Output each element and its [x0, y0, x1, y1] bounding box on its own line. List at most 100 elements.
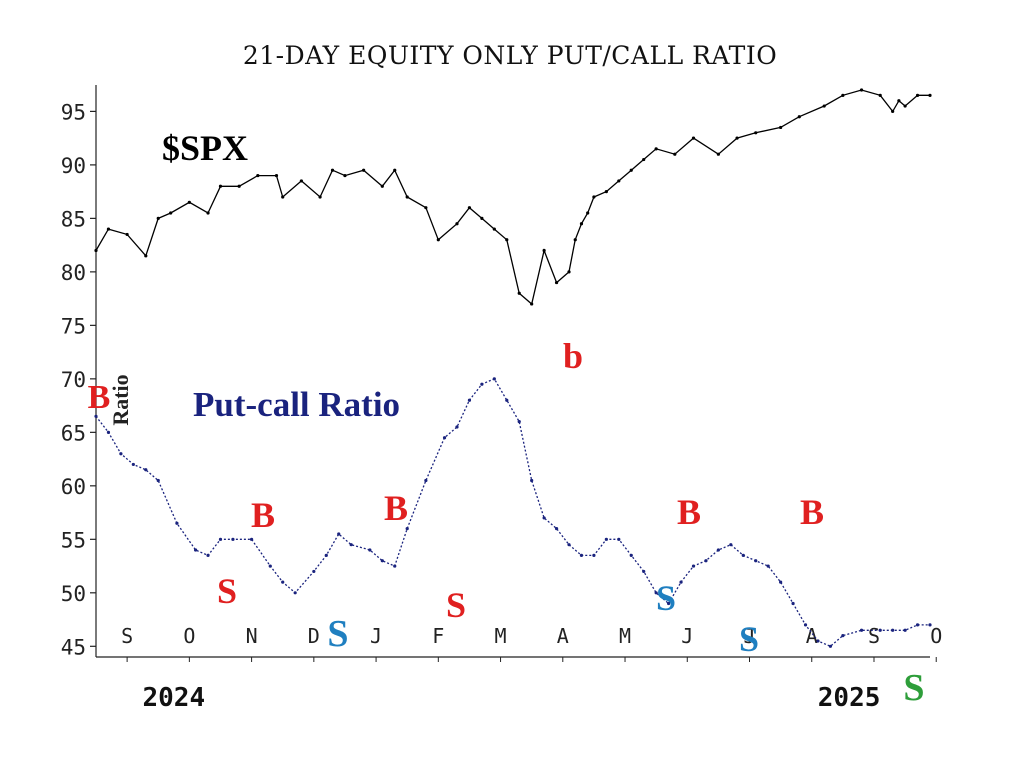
putcall-series-line — [95, 377, 930, 648]
spx-point — [187, 200, 191, 204]
putcall-point — [828, 644, 833, 648]
spx-point — [156, 216, 160, 220]
putcall-point — [915, 623, 920, 627]
putcall-point — [928, 623, 932, 627]
putcall-point — [779, 580, 783, 584]
signal-B: B — [800, 492, 824, 532]
month-label: D — [308, 624, 320, 648]
spx-point — [779, 125, 783, 130]
putcall-point — [604, 537, 608, 541]
putcall-point — [766, 564, 770, 568]
spx-point — [343, 173, 347, 178]
putcall-point — [741, 553, 745, 557]
spx-point — [928, 93, 932, 97]
signal-S: S — [903, 667, 924, 709]
series-layer — [94, 88, 932, 648]
spx-point — [554, 280, 559, 285]
putcall-point — [816, 639, 820, 643]
month-label: J — [370, 624, 382, 648]
putcall-point — [175, 521, 179, 525]
putcall-point — [144, 468, 148, 472]
y-tick-label: 90 — [61, 154, 86, 178]
putcall-point — [480, 382, 484, 386]
putcall-point — [517, 420, 521, 424]
spx-point — [480, 216, 484, 220]
month-label: F — [432, 624, 444, 648]
putcall-point — [891, 628, 895, 632]
signal-S: S — [656, 578, 676, 618]
spx-point — [629, 168, 633, 172]
signal-S: S — [327, 613, 348, 655]
putcall-point — [554, 527, 559, 531]
spx-point — [567, 270, 571, 274]
putcall-point — [530, 478, 534, 483]
putcall-point — [754, 559, 758, 563]
putcall-point — [654, 591, 658, 595]
spx-point — [144, 254, 148, 258]
spx-point — [492, 227, 496, 231]
putcall-series-label: Put-call Ratio — [193, 385, 400, 424]
spx-point — [891, 109, 895, 113]
spx-point — [256, 173, 260, 178]
putcall-point — [119, 452, 123, 456]
putcall-point — [368, 548, 372, 552]
spx-point — [841, 93, 845, 97]
putcall-point — [193, 548, 198, 552]
y-tick-label: 75 — [61, 314, 86, 338]
signal-B: B — [251, 495, 275, 535]
spx-point — [237, 184, 241, 188]
y-axis-label: Ratio — [108, 374, 133, 425]
putcall-point — [206, 553, 210, 557]
putcall-point — [492, 377, 496, 381]
putcall-point — [542, 516, 546, 520]
putcall-point — [281, 580, 285, 584]
spx-point — [903, 104, 907, 108]
spx-point — [125, 232, 129, 237]
spx-point — [505, 238, 509, 242]
putcall-point — [106, 430, 111, 434]
spx-point — [455, 222, 459, 226]
month-label: J — [681, 624, 693, 648]
spx-point — [405, 195, 409, 199]
putcall-point — [337, 532, 341, 536]
spx-point — [754, 131, 758, 135]
putcall-point — [592, 553, 596, 557]
month-label: O — [183, 624, 195, 648]
spx-point — [592, 195, 596, 199]
chart-title: 21-DAY EQUITY ONLY PUT/CALL RATIO — [243, 41, 777, 70]
month-label: N — [246, 624, 258, 648]
putcall-point — [666, 601, 671, 606]
spx-point — [106, 227, 111, 231]
spx-point — [735, 136, 739, 140]
putcall-point — [380, 559, 384, 563]
spx-series-line — [95, 89, 930, 306]
signal-b: b — [563, 336, 583, 376]
putcall-point — [903, 628, 907, 632]
signal-B: B — [88, 379, 111, 416]
spx-point — [530, 302, 534, 306]
spx-point — [169, 211, 173, 215]
spx-point — [654, 147, 658, 151]
month-label: S — [121, 624, 133, 648]
spx-point — [859, 88, 864, 92]
signal-B: B — [677, 492, 701, 532]
putcall-point — [505, 398, 509, 402]
month-label: M — [495, 624, 507, 648]
putcall-point — [679, 580, 683, 584]
putcall-point — [231, 537, 235, 541]
putcall-point — [791, 601, 795, 606]
spx-point — [424, 206, 428, 210]
putcall-point — [716, 548, 720, 552]
spx-point — [467, 206, 472, 210]
spx-point — [642, 157, 646, 162]
spx-point — [716, 152, 720, 156]
putcall-point — [405, 527, 409, 531]
spx-point — [579, 222, 584, 226]
month-label: M — [619, 624, 631, 648]
spx-point — [822, 104, 826, 108]
y-tick-label: 60 — [61, 475, 86, 499]
putcall-point — [312, 569, 316, 574]
spx-point — [206, 211, 210, 215]
